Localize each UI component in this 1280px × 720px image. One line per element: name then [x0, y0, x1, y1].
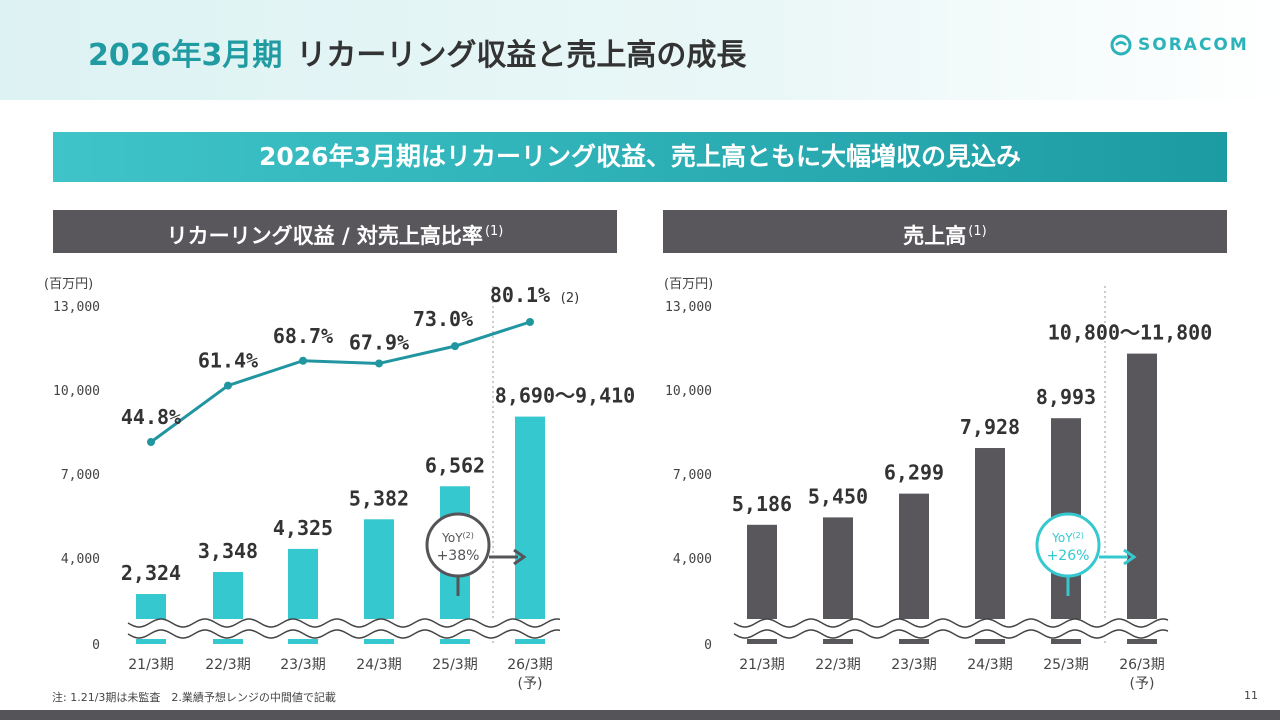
left-panel-title: リカーリング収益 / 対売上高比率	[166, 224, 483, 248]
yoy-label: YoY(2)	[1051, 531, 1084, 545]
yoy-arrow-head	[1123, 548, 1137, 566]
ratio-point	[147, 438, 155, 446]
bar	[899, 493, 929, 644]
bar-value-label: 3,348	[198, 539, 258, 563]
right-panel-title: 売上高	[903, 224, 967, 248]
bar-value-label: 5,186	[732, 492, 792, 516]
yoy-arrow-head	[513, 548, 527, 566]
x-category-label: 24/3期	[356, 657, 401, 673]
yoy-value: +38%	[437, 548, 480, 564]
page-title: 2026年3月期 リカーリング収益と売上高の成長	[88, 30, 746, 74]
right-panel-title-note: (1)	[968, 224, 987, 239]
axis-break-wave	[127, 618, 561, 628]
axis-break-wave	[733, 629, 1169, 639]
footnote: 注: 1.21/3期は未監査 2.業績予想レンジの中間値で記載	[52, 691, 336, 704]
y-tick-label: 13,000	[665, 300, 712, 315]
x-category-label: 24/3期	[967, 657, 1012, 673]
x-category-label: 22/3期	[815, 657, 860, 673]
x-category-note: (予)	[518, 676, 543, 692]
ratio-point	[299, 356, 307, 365]
y-tick-label: 0	[92, 638, 100, 653]
x-category-label: 23/3期	[891, 657, 936, 673]
y-axis-unit-label: (百万円)	[664, 277, 713, 292]
y-tick-label: 7,000	[61, 468, 100, 483]
axis-break-wave	[733, 618, 1169, 628]
bar-value-label: 6,562	[425, 453, 485, 477]
yoy-callout-circle	[1035, 512, 1101, 578]
right-panel-header: 売上高 (1)	[663, 210, 1227, 253]
bar-value-label: 5,450	[808, 484, 868, 508]
axis-break-band	[128, 619, 560, 639]
recurring-revenue-chart: (百万円) 0 4,000 7,000 10,000 13,000 2,324 3,348 4,…	[44, 277, 635, 692]
bar-value-label: 8,690〜9,410	[495, 384, 635, 408]
yoy-callout-circle	[425, 512, 491, 578]
bar-value-label: 5,382	[349, 486, 409, 510]
ratio-value-label: 67.9%	[349, 330, 409, 354]
yoy-value: +26%	[1047, 548, 1090, 564]
ratio-value-label: 73.0%	[413, 307, 473, 331]
revenue-chart: (百万円) 0 4,000 7,000 10,000 13,000 5,186 5,450 6,…	[664, 277, 1213, 692]
x-category-label: 25/3期	[432, 657, 477, 673]
soracom-logo: SORACOM	[1110, 34, 1249, 56]
bar-value-label: 6,299	[884, 461, 944, 485]
ratio-line	[150, 320, 531, 444]
ratio-point	[375, 359, 383, 368]
left-panel-header: リカーリング収益 / 対売上高比率 (1)	[53, 210, 617, 253]
ratio-last-note: (2)	[561, 291, 579, 306]
header-band	[0, 0, 1280, 100]
x-category-label: 23/3期	[280, 657, 325, 673]
y-tick-label: 4,000	[673, 552, 712, 567]
page-number: 11	[1244, 689, 1258, 702]
soracom-logo-icon	[1110, 34, 1132, 56]
bar-value-label: 7,928	[960, 415, 1020, 439]
y-tick-label: 10,000	[665, 384, 712, 399]
x-category-label: 21/3期	[128, 657, 173, 673]
ratio-point	[451, 342, 459, 351]
y-tick-label: 7,000	[673, 468, 712, 483]
x-category-label: 22/3期	[205, 657, 250, 673]
ratio-point	[526, 318, 534, 326]
page-title-main: リカーリング収益と売上高の成長	[296, 38, 747, 73]
y-tick-label: 4,000	[61, 552, 100, 567]
bar-value-label: 8,993	[1036, 385, 1096, 409]
bar	[515, 416, 545, 644]
y-tick-label: 13,000	[53, 300, 100, 315]
x-category-label: 21/3期	[739, 657, 784, 673]
left-panel-title-note: (1)	[484, 224, 504, 239]
bottom-bar	[0, 710, 1280, 720]
yoy-label: YoY(2)	[441, 531, 474, 545]
bar-value-label: 10,800〜11,800	[1048, 321, 1213, 345]
page-title-accent: 2026年3月期	[88, 38, 283, 73]
ratio-point	[224, 381, 232, 390]
y-tick-label: 10,000	[53, 384, 100, 399]
x-category-label: 26/3期	[1119, 657, 1164, 673]
y-axis-unit-label: (百万円)	[44, 277, 93, 292]
ratio-value-label: 68.7%	[273, 324, 333, 348]
logo-text: SORACOM	[1138, 35, 1249, 55]
ratio-value-label: 80.1%	[490, 283, 550, 307]
x-category-label: 25/3期	[1043, 657, 1088, 673]
headline-banner: 2026年3月期はリカーリング収益、売上高ともに大幅増収の見込み	[53, 132, 1227, 182]
axis-break-wave	[127, 629, 561, 639]
ratio-value-label: 44.8%	[121, 405, 181, 429]
x-category-label: 26/3期	[507, 657, 552, 673]
bar	[975, 448, 1005, 644]
bar	[1127, 353, 1157, 644]
ratio-value-label: 61.4%	[198, 349, 258, 373]
x-category-note: (予)	[1130, 676, 1155, 692]
bar-value-label: 2,324	[121, 561, 181, 585]
y-tick-label: 0	[704, 638, 712, 653]
bar-value-label: 4,325	[273, 516, 333, 540]
